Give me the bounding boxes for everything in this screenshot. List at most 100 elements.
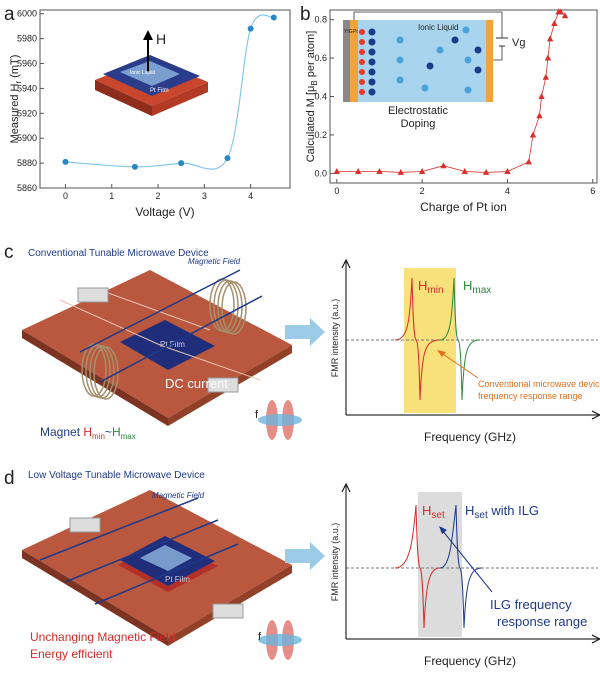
point [270,14,277,21]
marker [557,8,564,15]
point [247,25,254,32]
point [224,155,231,162]
field-line [64,519,219,583]
axes [341,482,600,644]
point [178,160,185,167]
x-axis-label: Frequency (GHz) [424,654,516,668]
note: Unchanging Magnetic Field [30,630,175,644]
label-part: (mT) [9,55,21,81]
panel-letter: b [300,4,311,25]
note: ILG frequency [490,597,572,612]
caption: Electrostatic [388,105,448,117]
plot-frame [39,9,291,189]
marker [333,167,341,174]
y-tick-label: 5880 [17,158,37,168]
label-sub: B [310,80,319,85]
connector [212,603,244,619]
note-arrow [441,529,493,593]
field-line [79,269,241,353]
x-tick-label: 6 [590,186,595,196]
liquid-label: Ionic Liquid [130,70,156,76]
field-label: Magnetic Field [188,257,241,266]
field-label: Magnetic Field [152,491,205,500]
electrode [486,20,493,102]
y-tick-label: 0.8 [314,15,327,25]
y-tick-label: 5980 [17,34,37,44]
wave [258,634,302,646]
note: frequency response range [478,391,583,401]
board-edge [22,550,168,646]
y-tick-label: 5940 [17,83,37,93]
resonance [394,277,441,401]
y-tick-label: 5920 [17,108,37,118]
field-label: H [156,31,166,47]
x-tick-label: 3 [202,191,207,201]
marker [551,19,558,26]
point [131,163,138,170]
marker [504,167,511,174]
marker [546,35,554,42]
arrow [285,318,325,346]
line [336,11,566,173]
yig [343,20,350,102]
marker [529,131,537,138]
film-label: Pt Film [150,88,169,94]
side [95,80,152,116]
anion-column [396,26,472,94]
y-tick-label: 5900 [17,133,37,143]
panel-title: Conventional Tunable Microwave Device [28,248,209,259]
panel-letter: c [4,242,14,263]
low-label: Hmin [418,278,444,296]
ion-column [368,28,482,96]
pt [350,20,358,102]
y-axis-label: Calculated M [μB per atom] [305,31,319,163]
resonance [439,277,481,401]
panel-letter: a [4,4,15,25]
x-tick-label: 2 [156,191,161,201]
x-tick-label: 1 [109,191,114,201]
caption: Doping [401,118,436,130]
note: Conventional microwave device [478,379,600,389]
voltage-label: Vg [512,37,525,49]
point [62,158,69,165]
yig-label: YIG [344,29,353,35]
y-tick-label: 0.0 [314,168,327,178]
x-tick-label: 4 [505,186,510,196]
y-tick-label: 0.6 [314,53,327,63]
note: Energy efficient [30,647,113,661]
marker [376,167,383,174]
marker [354,167,362,174]
y-tick-label: 6000 [17,9,37,19]
marker [461,167,468,174]
marker [440,162,447,169]
note-arrow-head [437,350,446,357]
note-arrow-head [439,526,447,534]
panel-c: c Conventional Tunable Microwave Device … [4,242,600,444]
waveguide [59,289,261,381]
film-label: Pt Film [165,575,190,584]
label-sub: r [14,81,23,84]
liquid-label: Ionic Liquid [418,23,458,32]
marker [561,12,569,19]
y-tick-label: 0.4 [314,92,327,102]
circuit [353,11,503,61]
freq-label: f [258,631,262,643]
y-axis-label: FMR intensity (a.u.) [330,299,340,378]
label-part: Calculated M [μ [305,86,317,163]
side [152,82,208,116]
film [120,320,215,370]
marker [525,158,532,165]
marker [542,73,550,80]
marker [397,168,405,175]
y-tick-label: 5960 [17,59,37,69]
y-axis-label: FMR intensity (a.u.) [330,523,340,602]
y-tick-label: 5860 [17,183,37,193]
marker [418,167,426,174]
marker [544,54,552,61]
film-label: Pt Film [160,340,185,349]
connector [69,517,101,533]
freq-label: f [255,409,259,421]
note-arrow [439,351,479,379]
x-tick-label: 0 [334,186,339,196]
pt-label: Pt [353,29,358,35]
